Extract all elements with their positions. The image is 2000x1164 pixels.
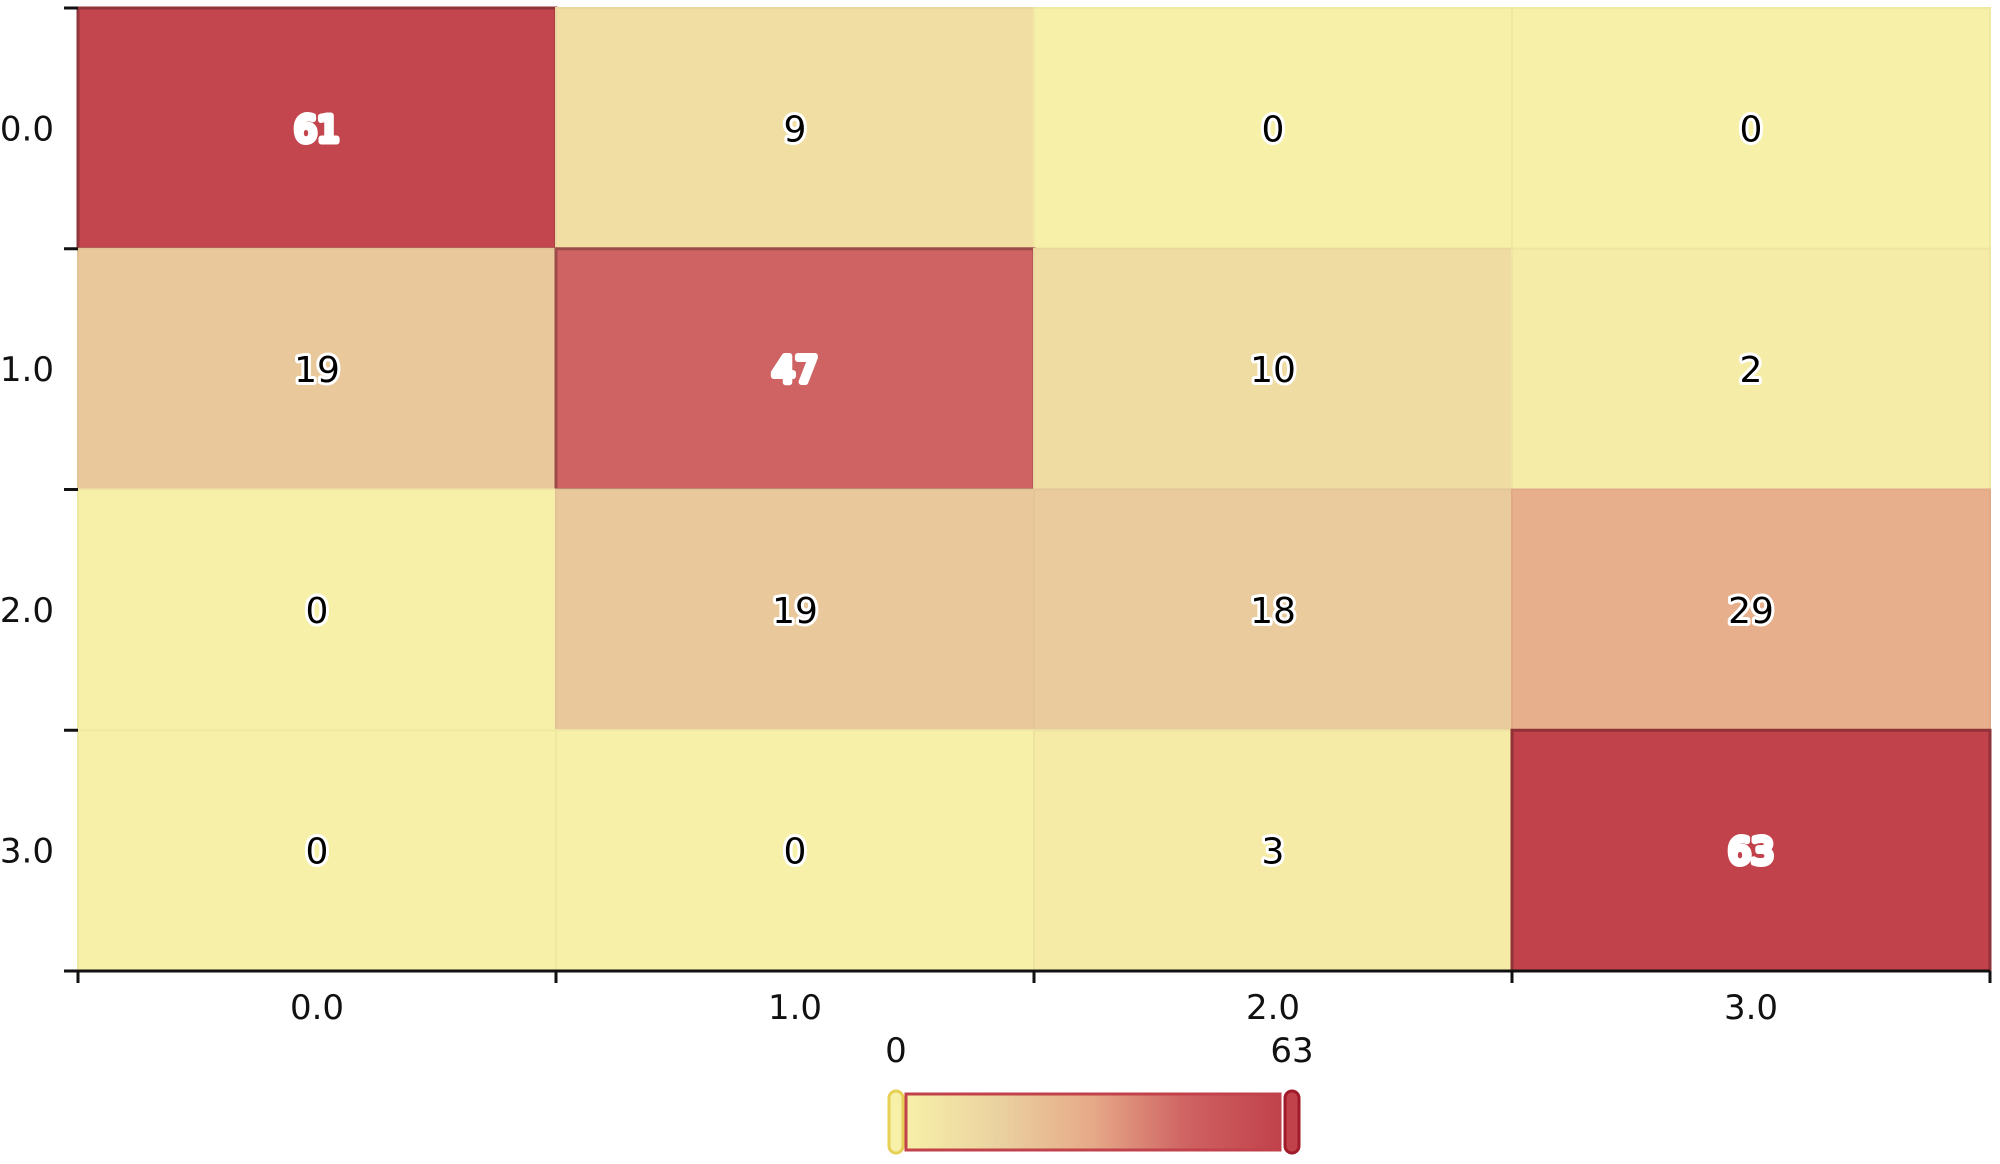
heatmap-cell-label: 0 xyxy=(784,832,807,873)
heatmap-cell-label: 19 xyxy=(772,591,818,632)
visual-map-max-handle[interactable] xyxy=(1283,1089,1301,1155)
heatmap-cell[interactable] xyxy=(1511,488,1991,732)
heatmap-cell[interactable] xyxy=(77,729,557,972)
heatmap-cell[interactable] xyxy=(77,247,557,491)
heatmap-cell-label: 9 xyxy=(784,109,807,150)
visual-map-max-label: 63 xyxy=(1270,1031,1313,1071)
heatmap-cell-label: 18 xyxy=(1250,591,1296,632)
heatmap-cell-label: 0 xyxy=(1740,109,1763,150)
heatmap-cell-label: 47 xyxy=(772,350,818,391)
y-tick-label: 0.0 xyxy=(0,109,54,149)
x-tick-label: 0.0 xyxy=(290,988,344,1028)
heatmap-cell[interactable] xyxy=(1511,7,1991,250)
heatmap-cell-label: 0 xyxy=(306,832,329,873)
y-tick-label: 2.0 xyxy=(0,591,54,631)
heatmap-cell[interactable] xyxy=(76,6,558,251)
heatmap-cell-label: 2 xyxy=(1740,350,1763,391)
heatmap-cell[interactable] xyxy=(555,729,1035,972)
x-tick-label: 3.0 xyxy=(1724,988,1778,1028)
x-tick-label: 2.0 xyxy=(1246,988,1300,1028)
visual-map-min-handle[interactable] xyxy=(887,1089,905,1155)
visual-map-bar xyxy=(904,1092,1282,1152)
heatmap-cells: 61 9 0 019 47 10 20 19 18 290 0 3 63 xyxy=(76,6,1992,973)
visual-map[interactable]: 0 63 xyxy=(885,1031,1314,1155)
heatmap-cell[interactable] xyxy=(554,247,1036,491)
heatmap-cell[interactable] xyxy=(1033,729,1513,972)
heatmap-cell[interactable] xyxy=(555,7,1035,250)
heatmap-cell[interactable] xyxy=(1511,247,1991,491)
visual-map-min-label: 0 xyxy=(885,1031,907,1071)
heatmap-cell[interactable] xyxy=(1033,7,1513,250)
heatmap-cell-label: 3 xyxy=(1262,832,1285,873)
heatmap-cell-label: 29 xyxy=(1728,591,1774,632)
y-tick-label: 3.0 xyxy=(0,832,54,872)
y-tick-label: 1.0 xyxy=(0,350,54,390)
heatmap-cell-label: 63 xyxy=(1728,832,1774,873)
heatmap-cell-label: 10 xyxy=(1250,350,1296,391)
heatmap-cell-label: 0 xyxy=(306,591,329,632)
heatmap-cell-label: 0 xyxy=(1262,109,1285,150)
x-tick-label: 1.0 xyxy=(768,988,822,1028)
axes: 0.0 1.0 2.0 3.0 0.0 1.0 2.0 3.0 xyxy=(0,6,1992,1028)
heatmap-cell[interactable] xyxy=(1510,728,1992,973)
heatmap-cell-label: 19 xyxy=(294,350,340,391)
heatmap-cell-label: 61 xyxy=(294,109,340,150)
heatmap-cell[interactable] xyxy=(555,488,1035,732)
heatmap-cell[interactable] xyxy=(1033,247,1513,491)
